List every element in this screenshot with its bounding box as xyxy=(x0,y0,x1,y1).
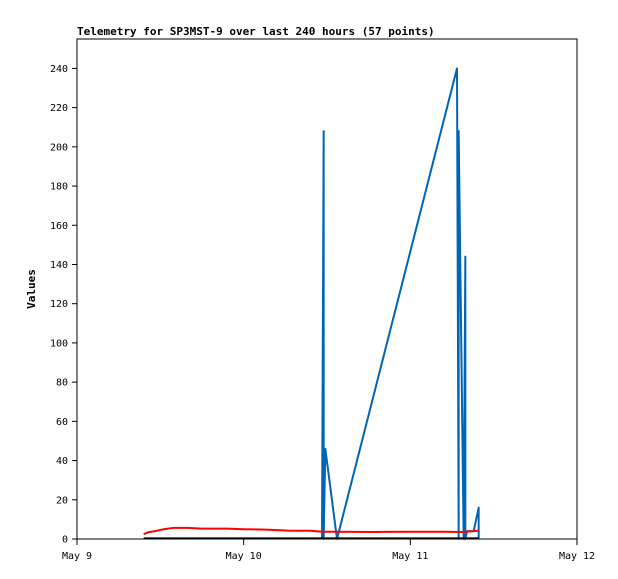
y-tick-label: 80 xyxy=(56,378,68,389)
y-tick-label: 100 xyxy=(50,338,68,349)
y-axis: 0 20 40 60 80 100 120 140 160 180 200 220 240 xyxy=(50,64,77,546)
x-axis: May 9 May 10 May 11 May 12 xyxy=(62,539,595,562)
y-tick-label: 60 xyxy=(56,417,68,428)
y-tick-label: 240 xyxy=(50,64,68,75)
x-tick-label: May 10 xyxy=(226,551,262,562)
y-tick-label: 40 xyxy=(56,456,68,467)
y-tick-label: 220 xyxy=(50,103,68,114)
y-tick-label: 200 xyxy=(50,142,68,153)
series-layer xyxy=(143,67,480,540)
y-tick-label: 120 xyxy=(50,299,68,310)
y-tick-label: 140 xyxy=(50,260,68,271)
x-tick-label: May 11 xyxy=(392,551,428,562)
y-tick-label: 180 xyxy=(50,182,68,193)
series-line-2 xyxy=(143,526,479,536)
y-axis-label: Values xyxy=(25,269,38,309)
x-tick-label: May 12 xyxy=(559,551,595,562)
x-tick-label: May 9 xyxy=(62,551,92,562)
y-tick-label: 20 xyxy=(56,495,68,506)
y-tick-label: 0 xyxy=(62,535,68,546)
chart-title: Telemetry for SP3MST-9 over last 240 hou… xyxy=(77,25,435,38)
y-tick-label: 160 xyxy=(50,221,68,232)
